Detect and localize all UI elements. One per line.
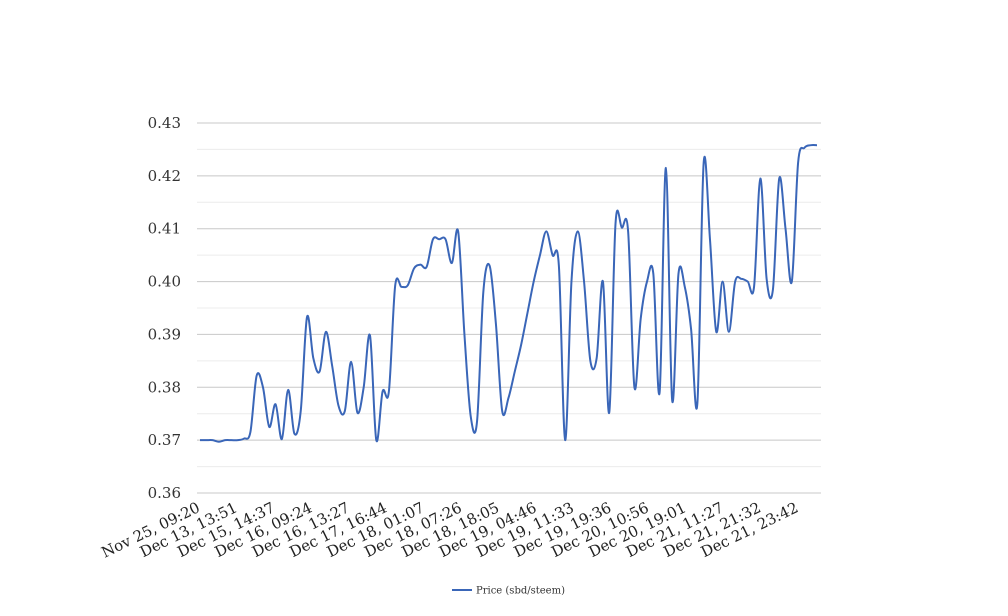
legend-label: Price (sbd/steem) [476,586,565,597]
series-line [200,144,818,443]
legend: Price (sbd/steem) [452,586,565,597]
y-tick-label: 0.40 [148,273,181,291]
y-tick-label: 0.43 [148,114,181,132]
y-tick-label: 0.38 [148,378,181,396]
grid-lines [197,122,821,494]
y-tick-label: 0.42 [148,167,181,185]
y-tick-label: 0.41 [148,220,181,238]
y-tick-label: 0.39 [148,325,181,343]
y-tick-label: 0.37 [148,431,181,449]
y-axis-ticks: 0.36 0.37 0.38 0.39 0.40 0.41 0.42 0.43 [148,114,181,502]
y-tick-label: 0.36 [148,484,181,502]
series-layer [200,144,818,443]
